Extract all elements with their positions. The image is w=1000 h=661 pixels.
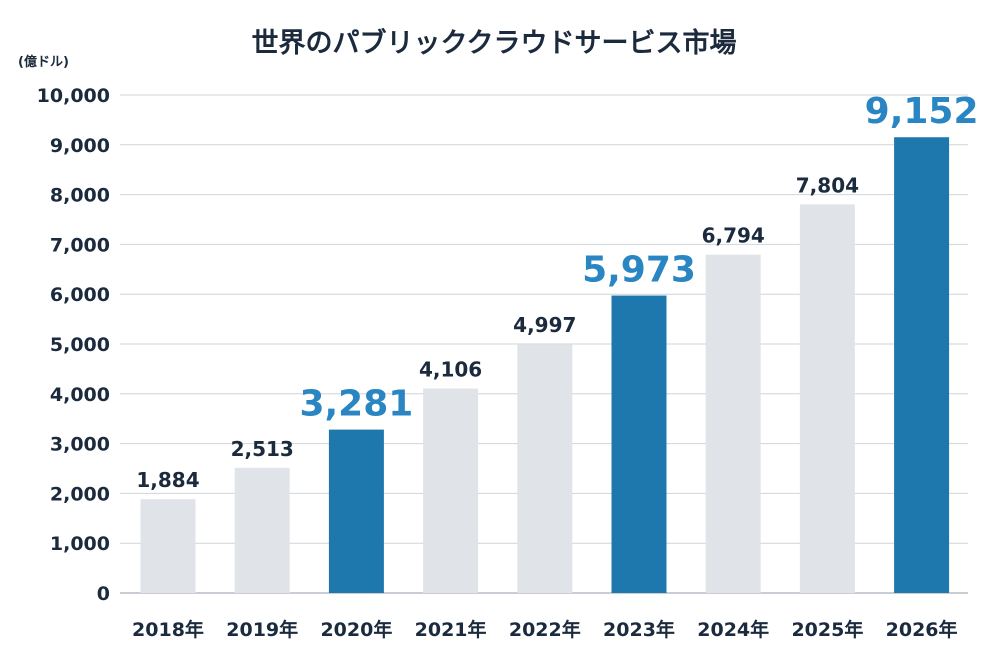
y-tick-label: 0 — [97, 583, 110, 605]
bar-2018年 — [140, 499, 196, 593]
data-label: 1,884 — [136, 468, 199, 492]
y-axis-unit-label: (億ドル) — [18, 54, 69, 70]
x-tick-label: 2024年 — [697, 618, 769, 641]
x-tick-label: 2023年 — [603, 618, 675, 641]
y-tick-label: 6,000 — [50, 284, 110, 306]
data-label: 6,794 — [702, 224, 765, 248]
data-label: 9,152 — [865, 91, 979, 132]
y-tick-label: 3,000 — [50, 434, 110, 456]
y-tick-label: 5,000 — [50, 334, 110, 356]
bar-2020年 — [328, 429, 384, 593]
data-label: 5,973 — [582, 250, 696, 291]
x-tick-label: 2021年 — [415, 618, 487, 641]
x-tick-label: 2025年 — [791, 618, 863, 641]
y-tick-label: 4,000 — [50, 384, 110, 406]
y-tick-label: 1,000 — [50, 533, 110, 555]
y-tick-label: 9,000 — [50, 135, 110, 157]
bar-2022年 — [517, 344, 573, 593]
data-label: 4,997 — [513, 313, 576, 337]
data-label: 3,281 — [299, 384, 413, 425]
data-label: 7,804 — [796, 173, 859, 197]
data-label: 4,106 — [419, 358, 482, 382]
bar-2023年 — [611, 295, 667, 593]
bar-2021年 — [423, 388, 479, 593]
y-tick-label: 2,000 — [50, 483, 110, 505]
x-tick-label: 2026年 — [886, 618, 958, 641]
y-tick-label: 10,000 — [37, 85, 110, 107]
x-tick-label: 2018年 — [132, 618, 204, 641]
bar-2025年 — [799, 204, 855, 594]
chart-title: 世界のパブリッククラウドサービス市場 — [252, 27, 737, 59]
y-tick-label: 7,000 — [50, 234, 110, 256]
x-tick-label: 2019年 — [226, 618, 298, 641]
x-tick-label: 2022年 — [509, 618, 581, 641]
data-label: 2,513 — [231, 437, 294, 461]
y-tick-label: 8,000 — [50, 185, 110, 207]
bar-2026年 — [894, 137, 950, 593]
x-tick-label: 2020年 — [320, 618, 392, 641]
bar-2024年 — [705, 254, 761, 593]
bar-2019年 — [234, 467, 290, 593]
